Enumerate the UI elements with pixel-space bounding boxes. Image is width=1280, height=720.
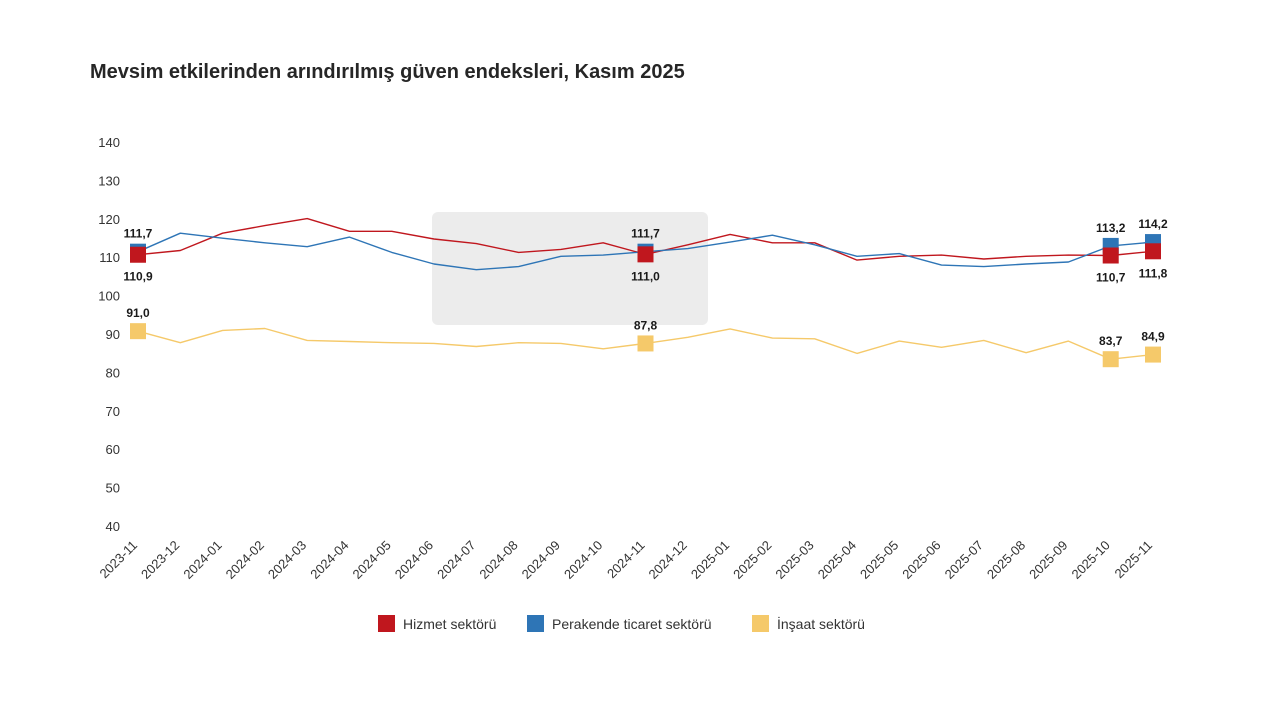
- y-tick-label: 40: [106, 519, 120, 534]
- data-marker: [637, 335, 654, 352]
- x-tick-label: 2024-10: [561, 538, 605, 582]
- legend-label: İnşaat sektörü: [777, 615, 865, 632]
- data-marker: [130, 323, 146, 340]
- data-label: 111,7: [124, 227, 153, 241]
- y-tick-label: 90: [106, 327, 120, 342]
- x-tick-label: 2024-02: [223, 538, 267, 582]
- data-marker: [1145, 243, 1161, 260]
- y-axis-ticks: 40 50 60 70 80 90 100 110 120 130 140: [98, 135, 120, 534]
- legend-swatch: [378, 615, 395, 632]
- chart-title: Mevsim etkilerinden arındırılmış güven e…: [90, 61, 685, 83]
- y-tick-label: 50: [106, 481, 120, 496]
- x-tick-label: 2025-08: [984, 538, 1028, 582]
- data-label: 91,0: [126, 306, 150, 320]
- x-tick-label: 2024-05: [350, 538, 394, 582]
- data-label: 83,7: [1099, 334, 1123, 348]
- x-tick-label: 2025-03: [772, 538, 816, 582]
- x-axis-ticks: 2023-112023-122024-012024-022024-032024-…: [96, 538, 1155, 582]
- x-tick-label: 2024-03: [265, 538, 309, 582]
- legend-label: Perakende ticaret sektörü: [552, 616, 712, 632]
- data-label: 110,7: [1096, 271, 1126, 285]
- data-markers: [130, 234, 1161, 368]
- x-tick-label: 2024-11: [604, 538, 648, 582]
- data-label: 111,8: [1139, 266, 1168, 280]
- data-label: 114,2: [1138, 217, 1168, 231]
- data-label: 84,9: [1141, 330, 1165, 344]
- x-tick-label: 2025-09: [1026, 538, 1070, 582]
- data-label: 110,9: [123, 270, 153, 284]
- legend: Hizmet sektörü Perakende ticaret sektörü İ…: [378, 615, 865, 632]
- y-tick-label: 80: [106, 365, 120, 380]
- data-labels: 110,9 111,7 91,0 111,0 111,7 87,8 110,7 113,2 83…: [123, 217, 1168, 348]
- x-tick-label: 2025-04: [815, 538, 859, 582]
- x-tick-label: 2024-06: [392, 538, 436, 582]
- data-label: 111,0: [631, 269, 660, 283]
- legend-swatch: [752, 615, 769, 632]
- y-tick-label: 130: [98, 173, 120, 188]
- x-tick-label: 2023-12: [138, 538, 182, 582]
- x-tick-label: 2025-11: [1111, 538, 1155, 582]
- y-tick-label: 140: [98, 135, 120, 150]
- x-tick-label: 2025-06: [899, 538, 943, 582]
- x-tick-label: 2024-09: [519, 538, 563, 582]
- legend-swatch: [527, 615, 544, 632]
- legend-label: Hizmet sektörü: [403, 616, 496, 632]
- x-tick-label: 2024-04: [307, 538, 351, 582]
- x-tick-label: 2024-07: [434, 538, 478, 582]
- data-marker: [1102, 247, 1119, 264]
- data-label: 113,2: [1096, 221, 1126, 235]
- x-tick-label: 2025-05: [857, 538, 901, 582]
- data-label: 87,8: [634, 318, 658, 332]
- data-marker: [1145, 346, 1161, 363]
- x-tick-label: 2025-01: [688, 538, 732, 582]
- data-marker: [637, 246, 654, 263]
- y-tick-label: 110: [99, 250, 120, 265]
- x-tick-label: 2025-10: [1068, 538, 1112, 582]
- x-tick-label: 2024-01: [180, 538, 224, 582]
- y-tick-label: 70: [106, 404, 120, 419]
- data-marker: [130, 246, 146, 263]
- data-marker: [1102, 351, 1119, 368]
- x-tick-label: 2025-02: [730, 538, 774, 582]
- y-tick-label: 120: [98, 212, 120, 227]
- y-tick-label: 100: [98, 289, 120, 304]
- highlight-box: [432, 212, 708, 325]
- x-tick-label: 2024-12: [646, 538, 690, 582]
- data-label: 111,7: [631, 227, 660, 241]
- x-tick-label: 2025-07: [942, 538, 986, 582]
- x-tick-label: 2024-08: [476, 538, 520, 582]
- y-tick-label: 60: [106, 442, 120, 457]
- x-tick-label: 2023-11: [96, 538, 140, 582]
